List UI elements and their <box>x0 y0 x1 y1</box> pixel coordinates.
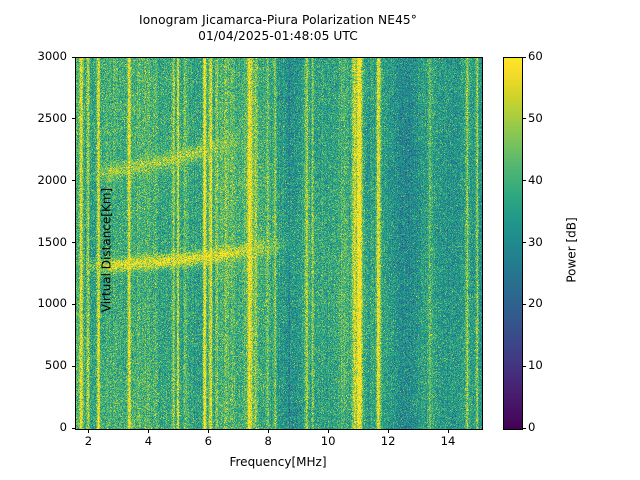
colorbar-tick-label: 0 <box>528 420 536 434</box>
y-tick-mark <box>71 56 75 58</box>
colorbar-tick-mark <box>522 118 526 120</box>
y-tick-label: 1000 <box>37 296 67 311</box>
colorbar-tick-label: 30 <box>528 234 543 249</box>
chart-title-block: Ionogram Jicamarca-Piura Polarization NE… <box>0 13 556 44</box>
colorbar-tick-label: 50 <box>528 110 543 125</box>
y-tick-mark <box>71 242 75 243</box>
x-tick-label: 8 <box>264 434 272 448</box>
colorbar-tick-mark <box>522 303 526 305</box>
colorbar <box>503 57 523 430</box>
x-tick-label: 6 <box>204 434 213 448</box>
y-tick-label: 1500 <box>37 234 67 249</box>
y-tick-label: 2000 <box>37 172 67 187</box>
colorbar-tick-mark <box>522 242 526 243</box>
x-tick-label: 10 <box>320 434 336 448</box>
y-tick-mark <box>71 303 75 305</box>
x-tick-label: 4 <box>144 434 153 448</box>
colorbar-tick-label: 60 <box>528 49 543 63</box>
colorbar-gradient <box>504 58 522 429</box>
x-tick-label: 2 <box>84 434 93 448</box>
y-axis-label: Virtual Distance[Km] <box>99 187 114 312</box>
ionogram-heatmap <box>76 58 482 429</box>
colorbar-tick-mark <box>522 365 526 367</box>
colorbar-tick-label: 20 <box>528 296 543 311</box>
x-tick-mark <box>87 429 89 433</box>
colorbar-tick-mark <box>522 56 526 58</box>
y-tick-mark <box>71 365 75 367</box>
x-tick-mark <box>327 429 329 433</box>
y-tick-label: 2500 <box>37 110 67 125</box>
colorbar-tick-mark <box>522 427 526 429</box>
y-tick-label: 0 <box>59 420 67 434</box>
colorbar-tick-mark <box>522 180 526 182</box>
ionogram-plot-area <box>75 57 483 430</box>
x-tick-mark <box>147 429 149 433</box>
x-tick-mark <box>267 429 269 433</box>
x-tick-mark <box>387 429 389 433</box>
x-tick-label: 12 <box>380 434 396 448</box>
chart-title: Ionogram Jicamarca-Piura Polarization NE… <box>139 13 417 27</box>
x-axis-label: Frequency[MHz] <box>229 455 327 469</box>
x-tick-label: 14 <box>440 434 456 448</box>
y-tick-label: 3000 <box>37 49 67 63</box>
colorbar-tick-label: 40 <box>528 172 543 187</box>
y-tick-mark <box>71 180 75 182</box>
y-tick-mark <box>71 118 75 120</box>
x-tick-mark <box>207 429 209 433</box>
x-tick-mark <box>447 429 449 433</box>
colorbar-label: Power [dB] <box>564 216 579 283</box>
chart-subtitle: 01/04/2025-01:48:05 UTC <box>198 28 358 43</box>
y-tick-mark <box>71 427 75 429</box>
y-tick-label: 500 <box>44 358 67 373</box>
colorbar-tick-label: 10 <box>528 358 543 373</box>
